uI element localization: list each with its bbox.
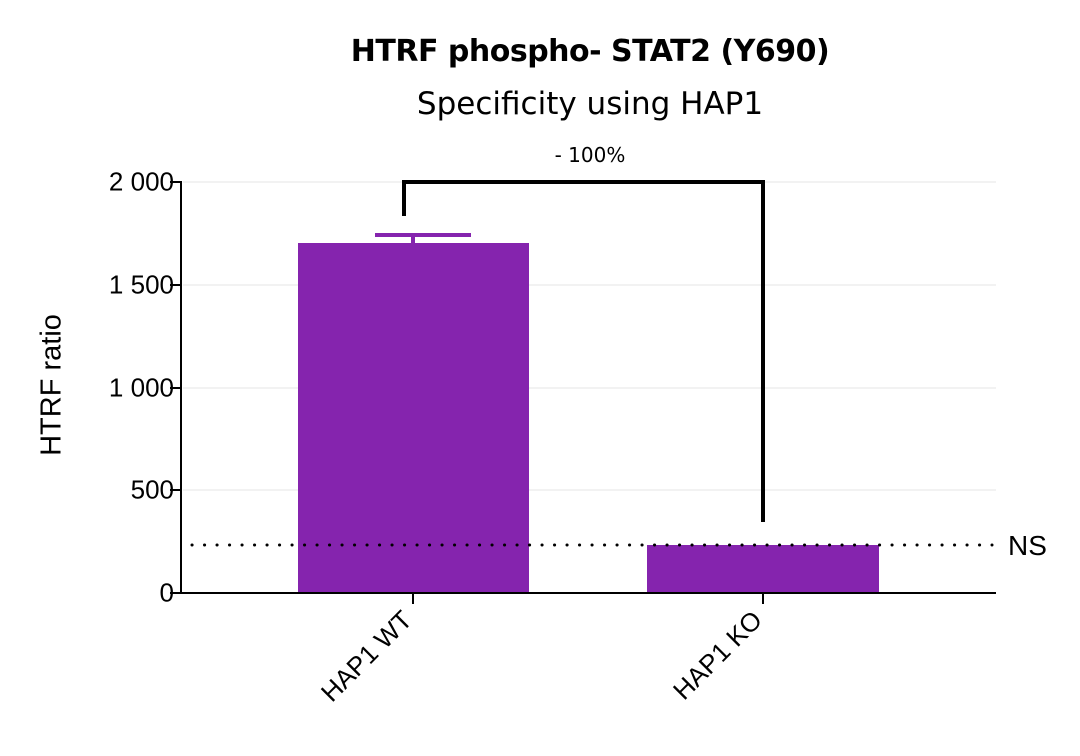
y-axis-label: HTRF ratio [35,314,68,456]
significance-bracket [402,180,765,522]
bracket-annotation: - 100% [554,143,626,167]
bar-hap1-wt [298,243,529,593]
y-tick-1000: 1 000 [108,372,174,403]
bar-hap1-ko [647,545,879,593]
y-tick-1500: 1 500 [108,269,174,300]
ns-label: NS [1008,530,1047,561]
axes [170,181,996,604]
y-tick-2000: 2 000 [108,166,174,197]
chart-title: HTRF phospho- STAT2 (Y690) [350,34,830,69]
y-tick-0: 0 [159,577,174,608]
y-tick-500: 500 [130,474,174,505]
chart-subtitle: Specificity using HAP1 [416,86,764,122]
error-bar-hap1-wt [375,233,471,243]
